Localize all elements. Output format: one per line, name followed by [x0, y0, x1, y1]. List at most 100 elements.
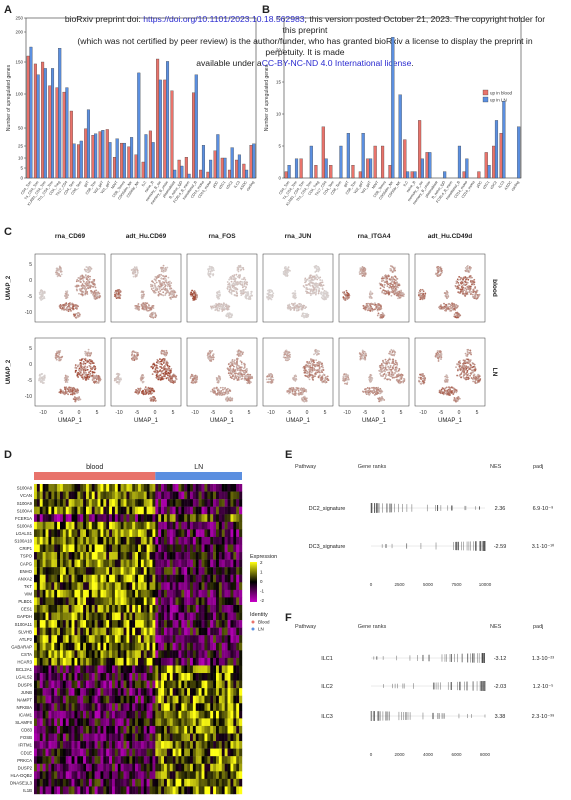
umap-cell: [80, 374, 83, 377]
umap-cell: [156, 358, 159, 361]
banner-line-1: bioRxiv preprint doi: https://doi.org/10…: [60, 14, 550, 36]
umap-cell: [155, 288, 158, 291]
y-tick-label: 15: [276, 80, 282, 85]
umap-cell: [346, 291, 349, 294]
umap-cell: [88, 278, 91, 281]
umap-cell: [65, 392, 67, 395]
bar-ln: [122, 142, 126, 179]
umap-cell: [347, 294, 349, 297]
umap-cell: [71, 390, 74, 393]
panel-label-a: A: [4, 4, 12, 16]
umap-cell: [456, 363, 458, 365]
umap-cell: [171, 296, 174, 299]
umap-cell: [271, 380, 273, 383]
umap-cell: [315, 267, 318, 270]
umap-cell: [283, 351, 286, 354]
umap-cell: [422, 293, 424, 296]
umap-cell: [93, 376, 96, 379]
umap-cell: [309, 294, 312, 297]
bar-blood: [163, 79, 167, 179]
umap-cell: [237, 281, 240, 284]
umap-cell: [169, 291, 172, 294]
umap-cell: [172, 289, 174, 292]
umap-cell: [342, 375, 345, 378]
umap-cell: [374, 303, 377, 306]
umap-cell: [220, 393, 223, 396]
umap-cell: [359, 357, 362, 360]
panel-label-e: E: [285, 449, 293, 461]
y-tick-label: 250: [15, 16, 23, 21]
umap-cell: [466, 366, 469, 369]
umap-cell: [365, 388, 367, 390]
umap-cell: [460, 282, 463, 285]
bar-blood: [492, 145, 496, 179]
bar-ln: [245, 169, 249, 179]
umap-cell: [229, 286, 232, 289]
umap-cell: [150, 366, 153, 368]
bar-blood: [134, 154, 138, 179]
license-link[interactable]: CC-BY-NC-ND 4.0 International license: [261, 58, 412, 68]
umap-cell: [389, 282, 392, 285]
umap-cell: [165, 289, 168, 292]
umap-cell: [317, 270, 320, 273]
umap-cell: [240, 294, 243, 297]
umap-cell: [230, 369, 233, 372]
umap-cell: [233, 293, 236, 296]
umap-cell: [236, 367, 239, 370]
umap-cell: [68, 304, 71, 306]
umap-cell: [135, 351, 137, 354]
umap-cell: [168, 294, 171, 297]
umap-cell: [389, 368, 392, 371]
panel-label-c: C: [4, 226, 12, 238]
umap-cell: [469, 372, 472, 375]
umap-cell: [313, 353, 315, 356]
umap-cell: [94, 286, 97, 289]
umap-cell: [80, 281, 82, 283]
umap-cell: [457, 281, 460, 284]
umap-cell: [247, 292, 250, 295]
umap-cell: [160, 360, 163, 362]
umap-cell: [67, 388, 69, 390]
umap-cell: [160, 378, 163, 380]
umap-cell: [56, 352, 59, 355]
bar-blood: [192, 92, 196, 179]
umap-cell: [88, 352, 91, 355]
umap-cell: [88, 284, 91, 287]
umap-cell: [133, 271, 135, 274]
umap-cell: [270, 374, 272, 377]
umap-cell: [133, 266, 136, 269]
umap-cell: [215, 308, 217, 311]
umap-cell: [378, 370, 381, 372]
umap-cell: [471, 366, 474, 369]
bar-blood: [26, 55, 30, 179]
umap-cell: [130, 353, 133, 356]
umap-cell: [155, 374, 158, 377]
bar-blood: [199, 169, 203, 179]
umap-cell: [150, 283, 152, 286]
banner-text: ; this version posted October 21, 2023. …: [282, 14, 546, 35]
umap-cell: [231, 286, 234, 289]
umap-cell: [438, 268, 441, 271]
umap-cell: [166, 266, 169, 269]
umap-cell: [241, 351, 243, 354]
doi-link[interactable]: https://doi.org/10.1101/2023.10.18.56298…: [143, 14, 305, 24]
umap-cell: [383, 314, 386, 317]
bar-ln: [487, 165, 491, 179]
umap-cell: [95, 289, 98, 292]
umap-cell: [270, 379, 273, 381]
umap-cell: [302, 315, 305, 318]
umap-cell: [39, 378, 42, 381]
umap-cell: [152, 289, 154, 292]
umap-cell: [303, 371, 306, 374]
y-axis-label: Number of upregulated genes: [264, 64, 270, 131]
umap-cell: [157, 285, 160, 288]
umap-cell: [152, 312, 155, 315]
umap-cell: [438, 306, 440, 309]
umap-cell: [240, 281, 243, 283]
umap-cell: [381, 315, 384, 318]
bar-blood: [381, 145, 385, 179]
umap-cell: [133, 354, 136, 357]
umap-cell: [309, 369, 311, 372]
umap-cell: [90, 375, 93, 378]
umap-cell: [154, 397, 157, 400]
